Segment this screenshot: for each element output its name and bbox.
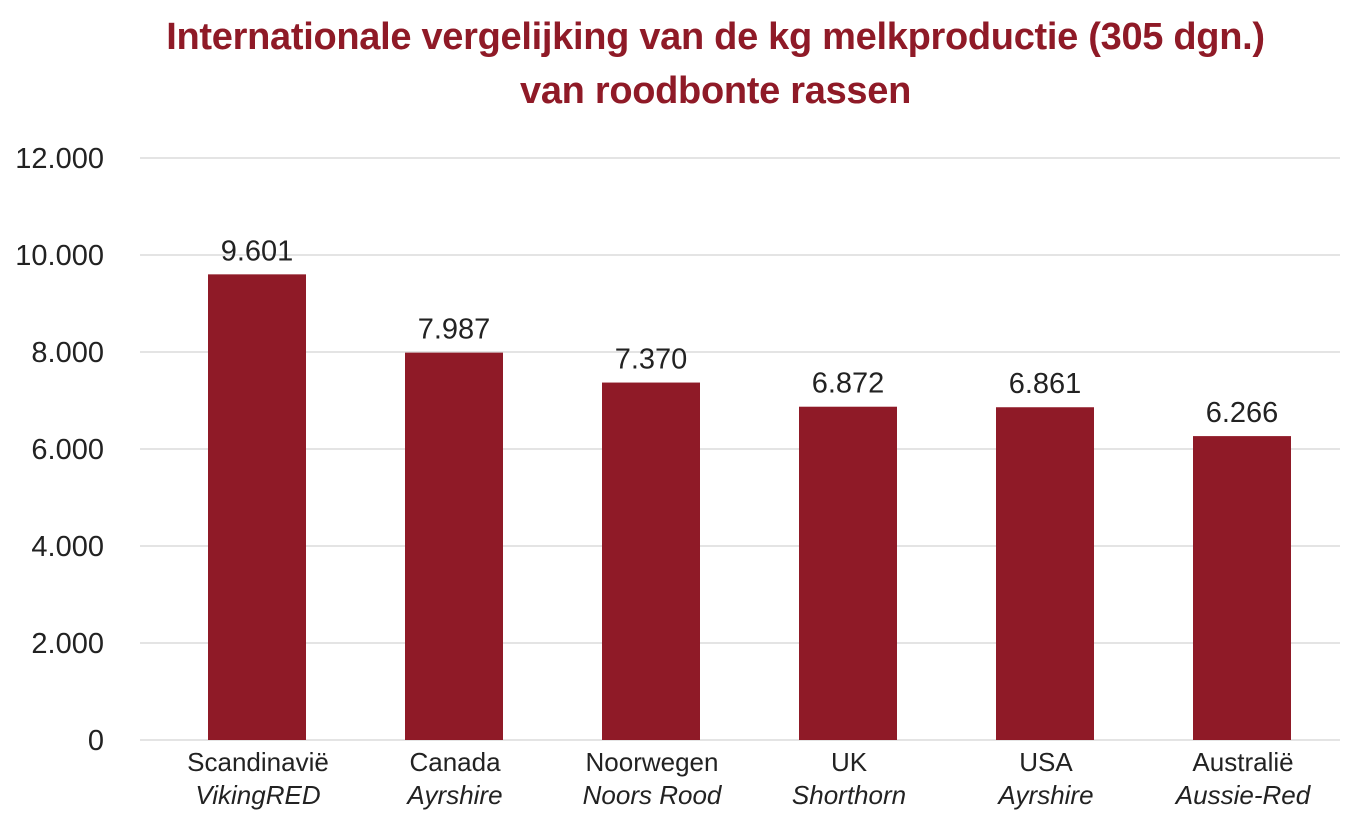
bar: [1193, 436, 1291, 740]
value-label: 7.987: [418, 314, 491, 346]
bar: [799, 406, 897, 740]
value-label: 6.861: [1009, 368, 1082, 400]
y-tick-label: 6.000: [31, 434, 104, 466]
x-tick-label: Canada: [409, 747, 501, 777]
y-tick-label: 12.000: [15, 143, 104, 175]
chart-title: Internationale vergelijking van de kg me…: [60, 10, 1371, 118]
y-tick-label: 8.000: [31, 337, 104, 369]
y-tick-label: 4.000: [31, 531, 104, 563]
x-tick-sublabel: Noors Rood: [583, 780, 723, 810]
x-tick-label: Scandinavië: [187, 747, 329, 777]
value-label: 7.370: [615, 344, 688, 376]
chart-title-line-2: van roodbonte rassen: [520, 70, 911, 112]
x-tick-label: Noorwegen: [586, 747, 719, 777]
x-tick-label: UK: [831, 747, 868, 777]
value-label: 6.872: [812, 368, 885, 400]
y-tick-label: 10.000: [15, 240, 104, 272]
y-tick-label: 2.000: [31, 628, 104, 660]
bar: [996, 407, 1094, 740]
x-tick-label: USA: [1019, 747, 1073, 777]
x-tick-sublabel: Ayrshire: [996, 780, 1093, 810]
chart-title-line-1: Internationale vergelijking van de kg me…: [166, 16, 1265, 58]
x-tick-label: Australië: [1192, 747, 1293, 777]
value-label: 9.601: [221, 235, 294, 267]
x-tick-sublabel: Shorthorn: [792, 780, 906, 810]
x-tick-sublabel: Ayrshire: [405, 780, 502, 810]
bar: [602, 382, 700, 740]
bar: [405, 352, 503, 740]
bar: [208, 274, 306, 740]
value-label: 6.266: [1206, 397, 1279, 429]
x-tick-sublabel: Aussie-Red: [1174, 780, 1312, 810]
y-tick-label: 0: [88, 725, 104, 757]
x-tick-sublabel: VikingRED: [195, 780, 320, 810]
